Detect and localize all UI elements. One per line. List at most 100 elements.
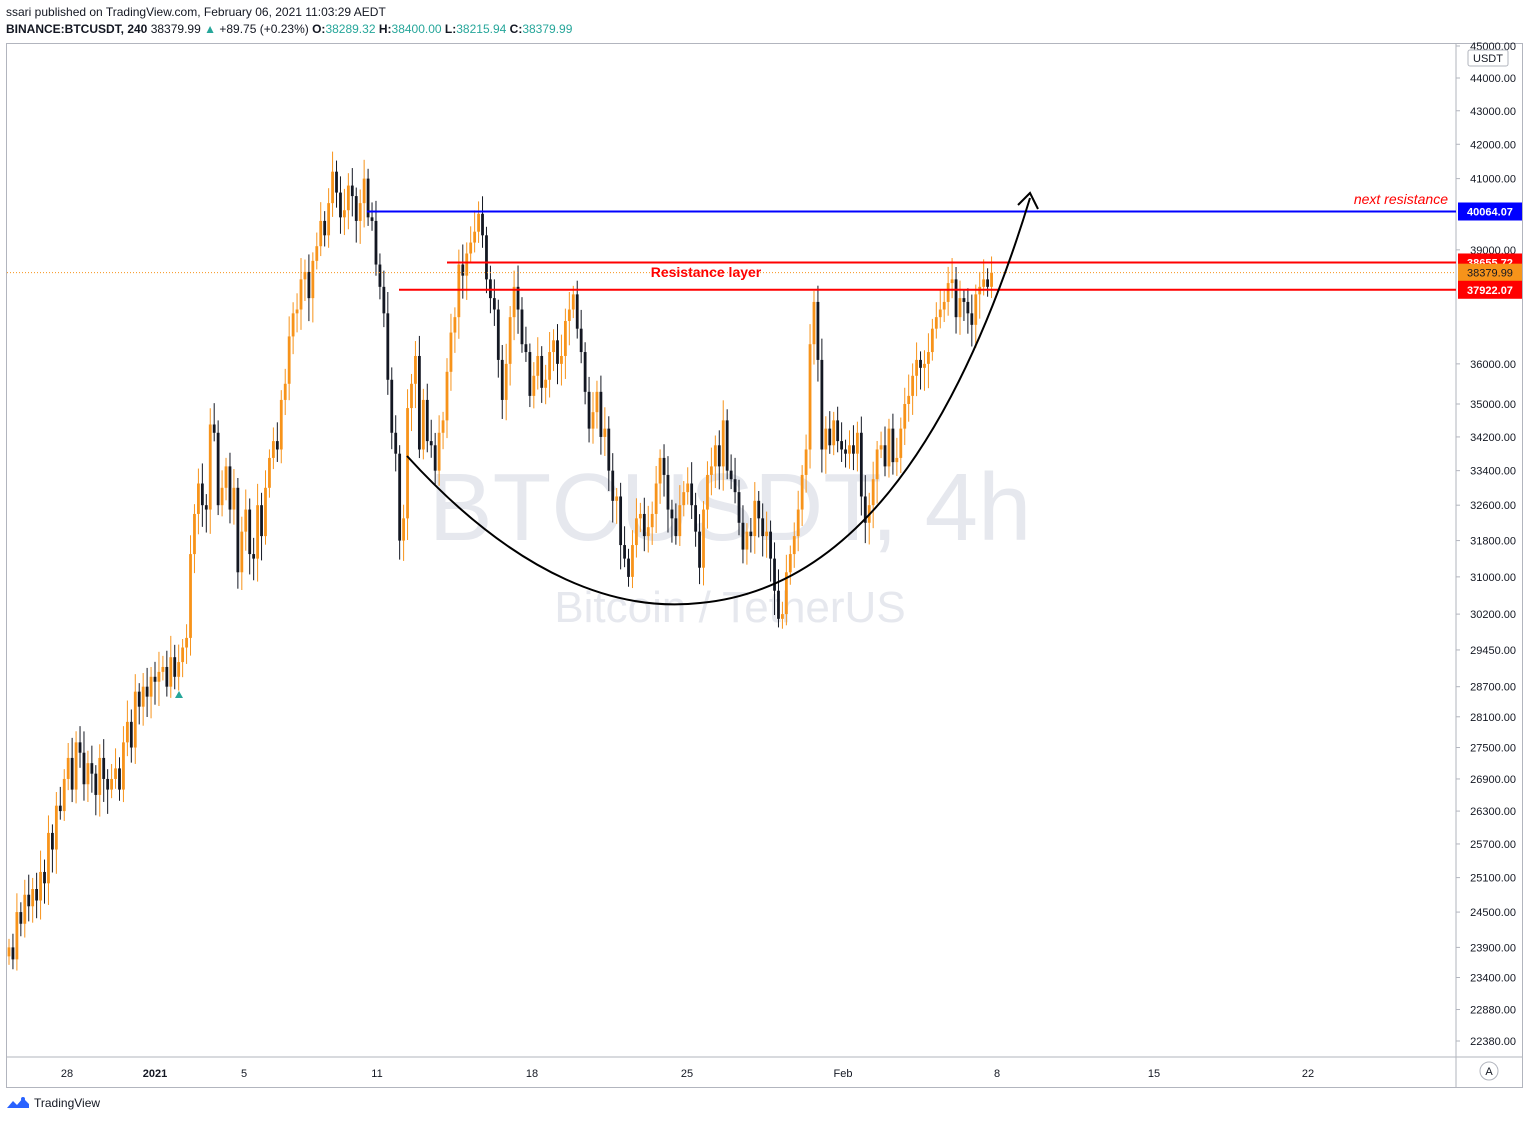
candle-body <box>157 671 161 682</box>
close-value: 38379.99 <box>522 22 573 36</box>
candle-body <box>465 253 469 276</box>
candle-body <box>477 213 480 232</box>
candle-body <box>650 513 654 528</box>
candle-body <box>579 328 583 353</box>
candle-body <box>169 657 173 687</box>
candle-body <box>161 666 165 672</box>
candle-body <box>966 301 970 314</box>
candle-body <box>102 757 106 779</box>
x-tick-label: 22 <box>1302 1068 1314 1080</box>
candle-body <box>903 403 907 429</box>
high-label: H: <box>378 22 392 36</box>
last-price: 38379.99 <box>150 22 201 36</box>
candle-body <box>599 391 603 437</box>
candle-body <box>690 483 694 506</box>
candle-body <box>366 178 370 218</box>
candle-body <box>571 294 575 310</box>
candle-body <box>556 340 559 364</box>
candle-body <box>946 283 950 302</box>
candle-body <box>788 554 792 573</box>
candle-body <box>62 778 66 812</box>
next-resistance-price-label-box <box>1458 202 1522 221</box>
y-tick-label: 31800.00 <box>1470 536 1516 548</box>
candle-body <box>635 518 638 546</box>
candle-body <box>607 428 611 471</box>
candle-body <box>173 657 177 677</box>
y-tick-label: 39000.00 <box>1470 245 1516 257</box>
y-tick-label: 43000.00 <box>1470 106 1516 118</box>
candle-body <box>560 355 563 364</box>
y-tick-label: 41000.00 <box>1470 174 1516 186</box>
symbol-name[interactable]: BINANCE:BTCUSDT, 240 <box>6 22 148 36</box>
candle-body <box>891 428 895 463</box>
candle-body <box>386 313 390 380</box>
candle-body <box>228 466 232 510</box>
candle-body <box>879 445 883 450</box>
candle-body <box>417 355 421 450</box>
high-value: 38400.00 <box>391 22 442 36</box>
candle-body <box>532 375 536 396</box>
open-value: 38289.32 <box>325 22 376 36</box>
candle-body <box>658 457 662 484</box>
candle-body <box>82 752 86 785</box>
x-tick-label: 8 <box>994 1068 1000 1080</box>
candle-body <box>197 483 200 514</box>
candle-body <box>674 518 678 537</box>
candle-body <box>544 379 548 388</box>
candle-body <box>358 203 362 221</box>
y-tick-label: 31000.00 <box>1470 572 1516 584</box>
x-tick-label: 5 <box>241 1068 247 1080</box>
candle-body <box>343 210 346 218</box>
candle-body <box>800 474 804 510</box>
candle-body <box>583 352 587 392</box>
candle-body <box>575 294 579 329</box>
candle-body <box>441 420 445 433</box>
next-resistance-price-label: 40064.07 <box>1467 207 1513 219</box>
candle-body <box>536 355 540 376</box>
candle-body <box>808 344 812 450</box>
candle-body <box>39 871 42 901</box>
candle-body <box>78 742 82 753</box>
candle-body <box>895 457 899 463</box>
x-tick-label: 15 <box>1148 1068 1160 1080</box>
candle-body <box>346 185 350 211</box>
candle-body <box>733 479 737 493</box>
candle-body <box>433 445 437 471</box>
candle-body <box>587 391 591 429</box>
candle-body <box>725 420 729 471</box>
x-tick-label: 11 <box>371 1068 382 1080</box>
candle-body <box>524 344 528 353</box>
candle-body <box>508 317 512 364</box>
candle-body <box>295 309 299 314</box>
candle-body <box>193 513 196 555</box>
candle-body <box>311 260 315 299</box>
candle-body <box>291 313 295 337</box>
candle-body <box>986 279 990 287</box>
candle-body <box>741 522 745 550</box>
candle-body <box>682 492 686 506</box>
tradingview-logo-icon <box>7 1097 29 1108</box>
candle-body <box>717 445 721 467</box>
candle-body <box>74 742 78 790</box>
y-tick-label: 22880.00 <box>1470 1005 1516 1017</box>
candle-body <box>248 509 252 555</box>
candle-body <box>859 432 863 497</box>
candle-body <box>362 178 366 204</box>
candle-body <box>930 328 934 353</box>
candle-body <box>848 445 851 454</box>
candle-body <box>149 676 153 697</box>
candle-body <box>177 662 181 677</box>
candle-body <box>804 449 808 475</box>
chart-frame[interactable] <box>6 43 1523 1088</box>
candle-body <box>141 686 145 707</box>
candle-body <box>303 271 307 280</box>
candle-body <box>461 264 465 276</box>
y-tick-label: 27500.00 <box>1470 743 1516 755</box>
y-tick-label: 23400.00 <box>1470 973 1516 985</box>
candle-body <box>824 428 828 450</box>
candle-body <box>757 500 761 519</box>
candle-body <box>216 432 220 506</box>
candle-body <box>47 832 50 884</box>
candle-body <box>504 363 508 400</box>
